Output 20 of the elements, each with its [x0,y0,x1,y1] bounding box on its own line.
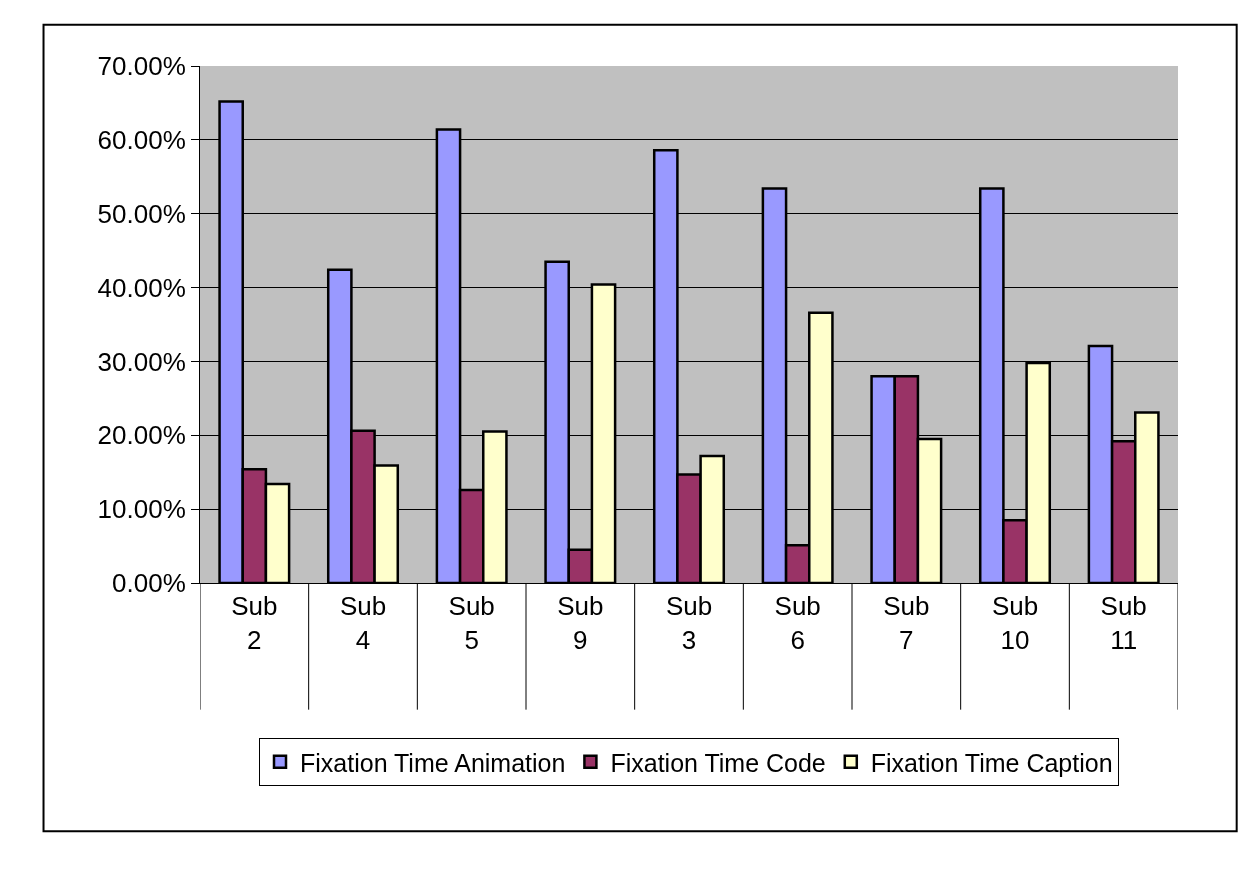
legend-label: Fixation Time Code [610,748,826,777]
x-tick-label: Sub 10 [991,591,1039,655]
x-tick-label: Sub 2 [231,591,278,655]
legend-label: Fixation Time Caption [870,748,1113,777]
x-tick-label: Sub 7 [883,591,930,655]
x-tick-label: Sub 3 [665,591,713,655]
y-tick-label: 10.00% [97,494,186,525]
y-tick-label: 60.00% [97,124,186,155]
x-tick-label: Sub 11 [1100,591,1147,655]
y-tick-label: 40.00% [97,272,186,303]
x-tick-label: Sub 5 [448,591,495,655]
x-tick-label: Sub 4 [339,591,387,655]
x-tick-label: Sub 9 [557,591,604,655]
legend-label: Fixation Time Animation [300,748,566,777]
y-tick-label: 70.00% [97,51,186,82]
x-tick-label: Sub 6 [774,591,821,655]
y-tick-label: 50.00% [97,198,186,229]
y-tick-label: 30.00% [97,346,186,377]
y-tick-label: 0.00% [112,568,186,599]
y-tick-label: 20.00% [97,420,186,451]
